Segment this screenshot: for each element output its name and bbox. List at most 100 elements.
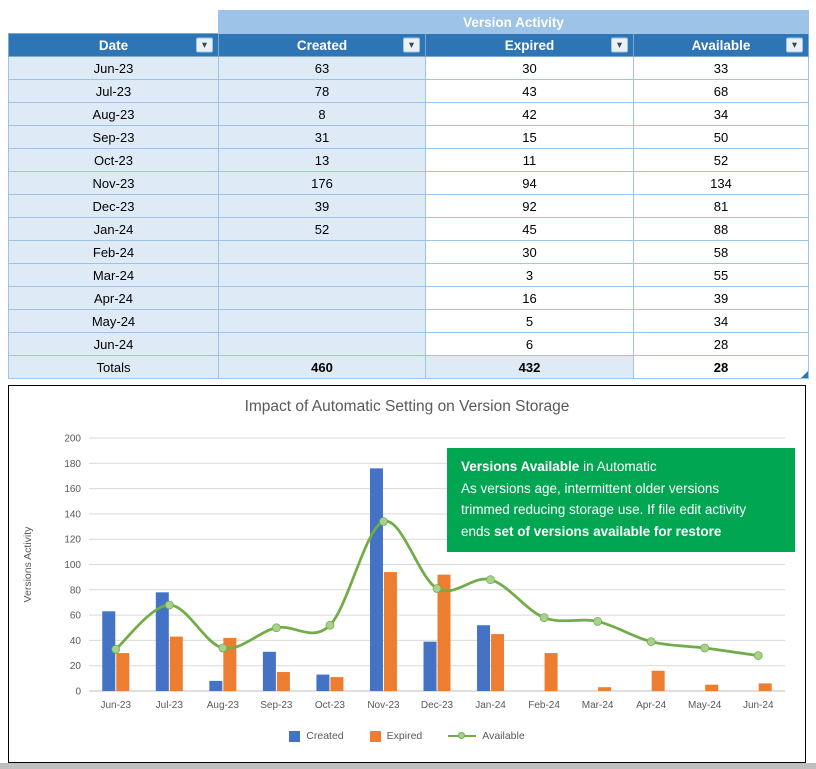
cell-expired[interactable]: 30 bbox=[425, 56, 634, 80]
column-header-expired[interactable]: Expired bbox=[425, 33, 634, 57]
cell-available[interactable]: 34 bbox=[632, 309, 810, 333]
table-row: Nov-23 176 94 134 bbox=[8, 171, 810, 195]
cell-expired[interactable]: 6 bbox=[425, 332, 634, 356]
legend-item-expired[interactable]: Expired bbox=[369, 730, 422, 742]
table-body: Jun-23 63 30 33 Jul-23 78 43 68 Aug-23 8 42 34 Sep-2… bbox=[8, 56, 810, 356]
available-swatch bbox=[448, 731, 477, 741]
table-row: May-24 5 34 bbox=[8, 309, 810, 333]
svg-text:Jan-24: Jan-24 bbox=[475, 700, 506, 711]
legend-label-created: Created bbox=[306, 730, 344, 742]
annotation-line: ends set of versions available for resto… bbox=[461, 523, 722, 539]
cell-available[interactable]: 28 bbox=[632, 332, 810, 356]
cell-expired[interactable]: 16 bbox=[425, 286, 634, 310]
cell-expired[interactable]: 42 bbox=[425, 102, 634, 126]
column-header-available[interactable]: Available bbox=[632, 33, 810, 57]
cell-available[interactable]: 68 bbox=[632, 79, 810, 103]
cell-expired[interactable]: 92 bbox=[425, 194, 634, 218]
cell-expired[interactable]: 43 bbox=[425, 79, 634, 103]
cell-expired[interactable]: 5 bbox=[425, 309, 634, 333]
cell-available[interactable]: 50 bbox=[632, 125, 810, 149]
svg-text:Oct-23: Oct-23 bbox=[315, 700, 345, 711]
cell-created[interactable] bbox=[218, 240, 426, 264]
cell-date[interactable]: Oct-23 bbox=[8, 148, 219, 172]
totals-available-cell[interactable]: 28 bbox=[632, 355, 810, 379]
table-row: Sep-23 31 15 50 bbox=[8, 125, 810, 149]
cell-available[interactable]: 55 bbox=[632, 263, 810, 287]
cell-date[interactable]: Jul-23 bbox=[8, 79, 219, 103]
annotation-line: trimmed reducing storage use. If file ed… bbox=[461, 502, 747, 517]
totals-expired-cell[interactable]: 432 bbox=[425, 355, 634, 379]
cell-available[interactable]: 134 bbox=[632, 171, 810, 195]
table-row: Jun-24 6 28 bbox=[8, 332, 810, 356]
svg-text:60: 60 bbox=[70, 611, 82, 622]
filter-dropdown-icon[interactable] bbox=[403, 37, 420, 53]
cell-created[interactable]: 78 bbox=[218, 79, 426, 103]
cell-available[interactable]: 34 bbox=[632, 102, 810, 126]
cell-expired[interactable]: 45 bbox=[425, 217, 634, 241]
table-banner[interactable]: Version Activity bbox=[217, 10, 810, 34]
cell-date[interactable]: Apr-24 bbox=[8, 286, 219, 310]
column-header-date[interactable]: Date bbox=[8, 33, 219, 57]
svg-text:Aug-23: Aug-23 bbox=[207, 700, 240, 711]
annotation-box[interactable]: Versions Available in Automatic As versio… bbox=[447, 448, 795, 552]
created-swatch bbox=[289, 730, 301, 742]
cell-date[interactable]: Jun-23 bbox=[8, 56, 219, 80]
totals-created-cell[interactable]: 460 bbox=[218, 355, 426, 379]
cell-date[interactable]: Aug-23 bbox=[8, 102, 219, 126]
cell-available[interactable]: 39 bbox=[632, 286, 810, 310]
cell-created[interactable]: 8 bbox=[218, 102, 426, 126]
cell-created[interactable] bbox=[218, 332, 426, 356]
cell-date[interactable]: Feb-24 bbox=[8, 240, 219, 264]
cell-date[interactable]: Nov-23 bbox=[8, 171, 219, 195]
cell-created[interactable] bbox=[218, 309, 426, 333]
svg-text:40: 40 bbox=[70, 636, 82, 647]
cell-expired[interactable]: 94 bbox=[425, 171, 634, 195]
cell-date[interactable]: Dec-23 bbox=[8, 194, 219, 218]
cell-available[interactable]: 88 bbox=[632, 217, 810, 241]
cell-created[interactable]: 39 bbox=[218, 194, 426, 218]
cell-date[interactable]: May-24 bbox=[8, 309, 219, 333]
filter-dropdown-icon[interactable] bbox=[611, 37, 628, 53]
cell-expired[interactable]: 3 bbox=[425, 263, 634, 287]
version-storage-chart[interactable]: Impact of Automatic Setting on Version S… bbox=[8, 385, 806, 763]
cell-date[interactable]: Jan-24 bbox=[8, 217, 219, 241]
cell-expired[interactable]: 11 bbox=[425, 148, 634, 172]
cell-date[interactable]: Jun-24 bbox=[8, 332, 219, 356]
column-header-created[interactable]: Created bbox=[218, 33, 426, 57]
table-row: Oct-23 13 11 52 bbox=[8, 148, 810, 172]
cell-created[interactable]: 63 bbox=[218, 56, 426, 80]
legend-item-available[interactable]: Available bbox=[448, 730, 525, 742]
cell-expired[interactable]: 30 bbox=[425, 240, 634, 264]
cell-available[interactable]: 33 bbox=[632, 56, 810, 80]
cell-date[interactable]: Sep-23 bbox=[8, 125, 219, 149]
cell-created[interactable] bbox=[218, 263, 426, 287]
svg-text:Nov-23: Nov-23 bbox=[367, 700, 400, 711]
legend-item-created[interactable]: Created bbox=[289, 730, 344, 742]
cell-created[interactable]: 52 bbox=[218, 217, 426, 241]
table-row: Aug-23 8 42 34 bbox=[8, 102, 810, 126]
table-row: Jun-23 63 30 33 bbox=[8, 56, 810, 80]
totals-row: Totals 460 432 28 bbox=[8, 355, 810, 379]
table-resize-handle-icon[interactable] bbox=[801, 371, 808, 378]
expired-swatch bbox=[369, 730, 381, 742]
cell-expired[interactable]: 15 bbox=[425, 125, 634, 149]
svg-text:200: 200 bbox=[64, 434, 81, 445]
totals-label-cell[interactable]: Totals bbox=[8, 355, 219, 379]
cell-available[interactable]: 81 bbox=[632, 194, 810, 218]
empty-cell[interactable] bbox=[8, 10, 219, 34]
svg-text:120: 120 bbox=[64, 535, 81, 546]
cell-created[interactable]: 31 bbox=[218, 125, 426, 149]
cell-available[interactable]: 52 bbox=[632, 148, 810, 172]
svg-text:Apr-24: Apr-24 bbox=[636, 700, 666, 711]
cell-available[interactable]: 58 bbox=[632, 240, 810, 264]
svg-text:140: 140 bbox=[64, 509, 81, 520]
cell-created[interactable] bbox=[218, 286, 426, 310]
table-row: Dec-23 39 92 81 bbox=[8, 194, 810, 218]
cell-created[interactable]: 13 bbox=[218, 148, 426, 172]
filter-dropdown-icon[interactable] bbox=[786, 37, 804, 53]
cell-date[interactable]: Mar-24 bbox=[8, 263, 219, 287]
filter-dropdown-icon[interactable] bbox=[196, 37, 213, 53]
svg-text:20: 20 bbox=[70, 661, 82, 672]
table-row: Feb-24 30 58 bbox=[8, 240, 810, 264]
cell-created[interactable]: 176 bbox=[218, 171, 426, 195]
